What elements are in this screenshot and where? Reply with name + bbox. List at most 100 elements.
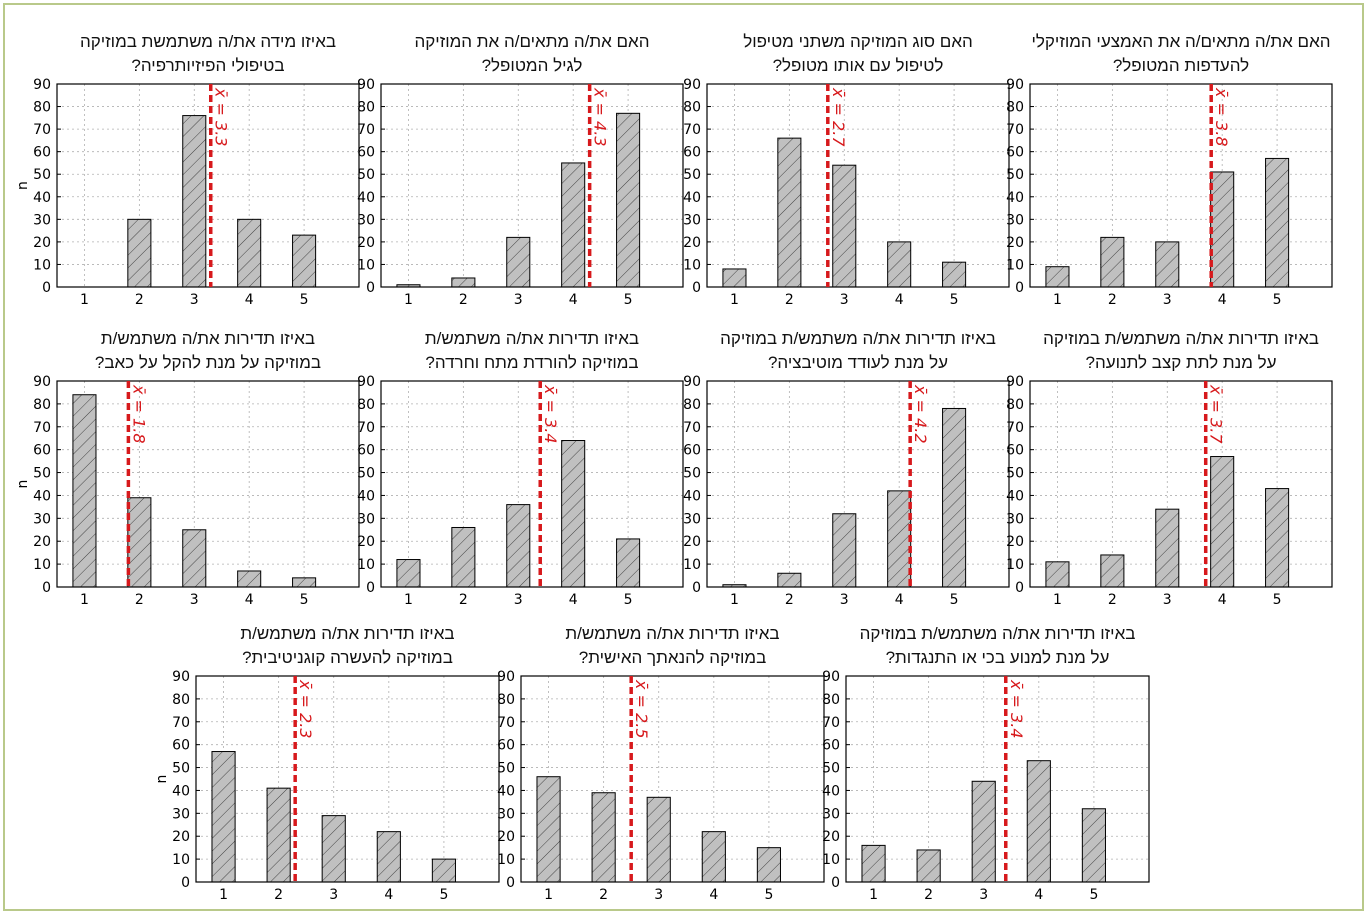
bar-outline [536, 776, 561, 883]
chart-title: באיזו תדירות את/ה משתמש/ת במוזיקה להנאתך … [521, 622, 824, 670]
y-tick-label: 90 [357, 77, 375, 93]
y-tick-label: 20 [1006, 235, 1024, 251]
chart-title-line: באיזו תדירות את/ה משתמש/ת במוזיקה [720, 329, 996, 348]
bar-outline [616, 538, 641, 588]
y-tick-label: 40 [172, 783, 190, 799]
y-tick-label: 90 [172, 669, 190, 685]
y-tick-label: 30 [33, 212, 51, 228]
bar-outline [321, 815, 346, 883]
chart-title-line: על מנת למנוע בכי או התנגדות? [885, 648, 1110, 667]
chart-panel: באיזו מידה את/ה משתמשת במוזיקה בטיפולי הפ… [15, 30, 360, 309]
y-tick-label: 90 [497, 669, 515, 685]
y-tick-label: 30 [357, 511, 375, 527]
y-tick-label: 80 [1006, 100, 1024, 116]
y-tick-label: 40 [33, 488, 51, 504]
y-tick-label: 60 [33, 443, 51, 459]
bar-outline [396, 559, 421, 588]
chart-title-line: באיזו תדירות את/ה משתמש/ת [424, 329, 640, 348]
chart-panel: באיזו תדירות את/ה משתמש/ת במוזיקה על מנת … [990, 327, 1333, 609]
y-tick-label: 20 [683, 534, 701, 550]
x-tick-label: 2 [135, 292, 144, 308]
bar-outline [646, 796, 671, 883]
plot-frame [56, 380, 360, 588]
y-tick-label: 30 [1006, 212, 1024, 228]
x-tick-label: 4 [245, 592, 254, 608]
y-tick-label: 80 [822, 692, 840, 708]
y-tick-label: 80 [683, 397, 701, 413]
bar-outline [722, 268, 747, 288]
x-tick-label: 4 [245, 292, 254, 308]
mean-label: x̄ = 2.3 [296, 679, 315, 739]
chart-title-line: באיזו תדירות את/ה משתמש/ת [565, 624, 780, 643]
y-tick-label: 50 [822, 761, 840, 777]
y-tick-label: 40 [33, 190, 51, 206]
y-tick-label: 70 [497, 715, 515, 731]
mean-label: x̄ = 1.8 [129, 384, 148, 444]
y-tick-label: 0 [181, 875, 190, 891]
bar-outline [1081, 808, 1106, 883]
y-tick-label: 60 [1006, 443, 1024, 459]
bar-outline [182, 529, 207, 588]
y-tick-label: 10 [357, 257, 375, 273]
y-tick-label: 70 [683, 122, 701, 138]
y-tick-label: 50 [33, 466, 51, 482]
chart-panel: האם סוג המוזיקה משתני מטיפול לטיפול עם או… [667, 30, 1010, 309]
bar-chart: 0 10 20 30 40 50 60 70 80 90 1 2 3 4 5 x̄ = 4.2 [683, 374, 1010, 608]
y-tick-label: 80 [33, 397, 51, 413]
bar-outline [182, 115, 207, 288]
x-tick-label: 5 [624, 292, 633, 308]
plot-frame [706, 380, 1010, 588]
x-tick-label: 4 [384, 887, 393, 903]
mean-label: x̄ = 3.8 [1212, 87, 1231, 147]
mean-label: x̄ = 2.7 [829, 87, 848, 147]
x-tick-label: 3 [840, 292, 849, 308]
chart-title-line: באיזו מידה את/ה משתמשת במוזיקה [79, 32, 337, 51]
y-tick-label: 30 [33, 511, 51, 527]
y-tick-label: 30 [683, 511, 701, 527]
y-tick-label: 70 [357, 122, 375, 138]
y-tick-label: 20 [357, 534, 375, 550]
bar-outline [942, 261, 967, 288]
bar-chart: 0 10 20 30 40 50 60 70 80 90 1 2 3 4 5 x̄ = 3.4 [822, 669, 1150, 903]
y-tick-label: 20 [33, 534, 51, 550]
x-tick-label: 5 [950, 592, 959, 608]
y-tick-label: 40 [1006, 488, 1024, 504]
x-tick-label: 1 [544, 887, 553, 903]
chart-panel: באיזו תדירות את/ה משתמש/ת במוזיקה על מנת … [667, 327, 1010, 609]
bar-chart: 0 10 20 30 40 50 60 70 80 90 1 2 3 4 5 x̄ = 2.5 [497, 669, 825, 903]
chart-title: באיזו תדירות את/ה משתמש/ת במוזיקה על מנת … [707, 327, 1009, 375]
bar-outline [292, 234, 317, 288]
y-tick-label: 40 [357, 190, 375, 206]
y-tick-label: 70 [1006, 122, 1024, 138]
x-tick-label: 3 [190, 292, 199, 308]
chart-title-line: האם את/ה מתאים/ה את האמצעי המוזיקלי [1031, 32, 1331, 51]
bar-outline [561, 440, 586, 588]
x-tick-label: 3 [1163, 292, 1172, 308]
x-tick-label: 3 [979, 887, 988, 903]
y-tick-label: 60 [172, 738, 190, 754]
y-tick-label: 70 [33, 122, 51, 138]
chart-title-line: באיזו תדירות את/ה משתמש/ת [100, 329, 316, 348]
plot-frame [706, 83, 1010, 288]
bar-outline [861, 844, 886, 883]
x-tick-label: 5 [300, 292, 309, 308]
y-tick-label: 70 [172, 715, 190, 731]
x-tick-label: 5 [300, 592, 309, 608]
mean-label: x̄ = 3.3 [212, 87, 231, 147]
bar-chart: 0 10 20 30 40 50 60 70 80 90 1 2 3 4 5 x̄ = 4.3 [357, 77, 684, 308]
y-tick-label: 40 [822, 783, 840, 799]
y-tick-label: 70 [33, 420, 51, 436]
chart-title-line: האם סוג המוזיקה משתני מטיפול [743, 32, 973, 51]
y-tick-label: 70 [683, 420, 701, 436]
chart-panel: באיזו תדירות את/ה משתמש/ת במוזיקה על מנת … [15, 327, 360, 609]
bar-outline [971, 780, 996, 883]
chart-title-line: להעדפות המטופל? [1112, 56, 1250, 75]
chart-title-line: באיזו תדירות את/ה משתמש/ת במוזיקה [1043, 329, 1319, 348]
chart-title-line: במוזיקה להורדת מתח וחרדה? [425, 353, 639, 372]
x-tick-label: 4 [709, 887, 718, 903]
bar-outline [237, 218, 262, 288]
chart-title: האם את/ה מתאים/ה את האמצעי המוזיקלי להעדפ… [1030, 30, 1332, 78]
x-tick-label: 2 [135, 592, 144, 608]
y-tick-label: 0 [1015, 280, 1024, 296]
x-tick-label: 1 [219, 887, 228, 903]
